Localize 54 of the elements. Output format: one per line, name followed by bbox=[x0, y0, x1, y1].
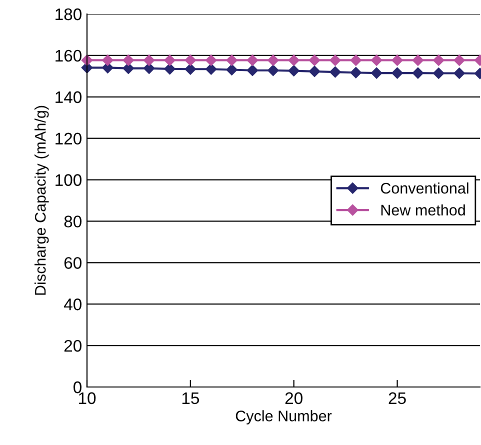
x-tick-label: 15 bbox=[182, 392, 199, 404]
point bbox=[246, 64, 258, 76]
point bbox=[330, 66, 341, 78]
point bbox=[412, 67, 424, 79]
y-tick-label: 0 bbox=[74, 381, 82, 394]
point bbox=[330, 54, 341, 66]
y-tick-label: 20 bbox=[64, 340, 82, 352]
legend-label: Conventional bbox=[380, 182, 468, 194]
point bbox=[143, 54, 155, 66]
y-tick-label: 40 bbox=[64, 298, 82, 310]
point bbox=[433, 68, 444, 79]
point bbox=[122, 62, 134, 74]
point bbox=[454, 68, 465, 79]
point bbox=[184, 64, 196, 75]
point bbox=[412, 54, 424, 66]
x-axis-title: Cycle Number bbox=[236, 410, 332, 424]
y-tick-label: 120 bbox=[56, 132, 82, 145]
x-tick-label: 10 bbox=[79, 392, 96, 404]
point bbox=[226, 64, 238, 76]
point bbox=[392, 54, 403, 66]
point bbox=[164, 63, 176, 75]
point bbox=[81, 54, 93, 66]
point bbox=[206, 64, 217, 75]
x-tick-label: 20 bbox=[285, 392, 302, 404]
point bbox=[143, 62, 155, 74]
point bbox=[370, 67, 382, 79]
point bbox=[308, 66, 320, 78]
point bbox=[392, 67, 403, 79]
point bbox=[370, 54, 382, 66]
point bbox=[288, 65, 300, 76]
point bbox=[433, 54, 444, 66]
y-tick-label: 60 bbox=[64, 257, 82, 269]
point bbox=[308, 54, 320, 66]
y-tick-label: 140 bbox=[56, 91, 82, 104]
point bbox=[164, 54, 176, 66]
y-axis-title: Discharge Capacity (mAh/g) bbox=[34, 106, 49, 295]
point bbox=[102, 54, 114, 66]
point bbox=[268, 54, 279, 66]
point bbox=[454, 54, 465, 66]
y-tick-label: 80 bbox=[64, 216, 82, 228]
point bbox=[206, 54, 217, 66]
point bbox=[246, 54, 258, 66]
point bbox=[350, 54, 362, 66]
x-tick-label: 25 bbox=[388, 392, 406, 404]
point bbox=[226, 54, 238, 66]
y-tick-label: 180 bbox=[56, 8, 82, 20]
legend-label: New method bbox=[381, 204, 465, 216]
y-tick-label: 160 bbox=[56, 50, 82, 62]
point bbox=[350, 67, 362, 78]
point bbox=[184, 54, 196, 66]
point bbox=[268, 64, 279, 76]
y-tick-label: 100 bbox=[56, 174, 82, 186]
point bbox=[288, 54, 300, 66]
point bbox=[122, 54, 134, 66]
